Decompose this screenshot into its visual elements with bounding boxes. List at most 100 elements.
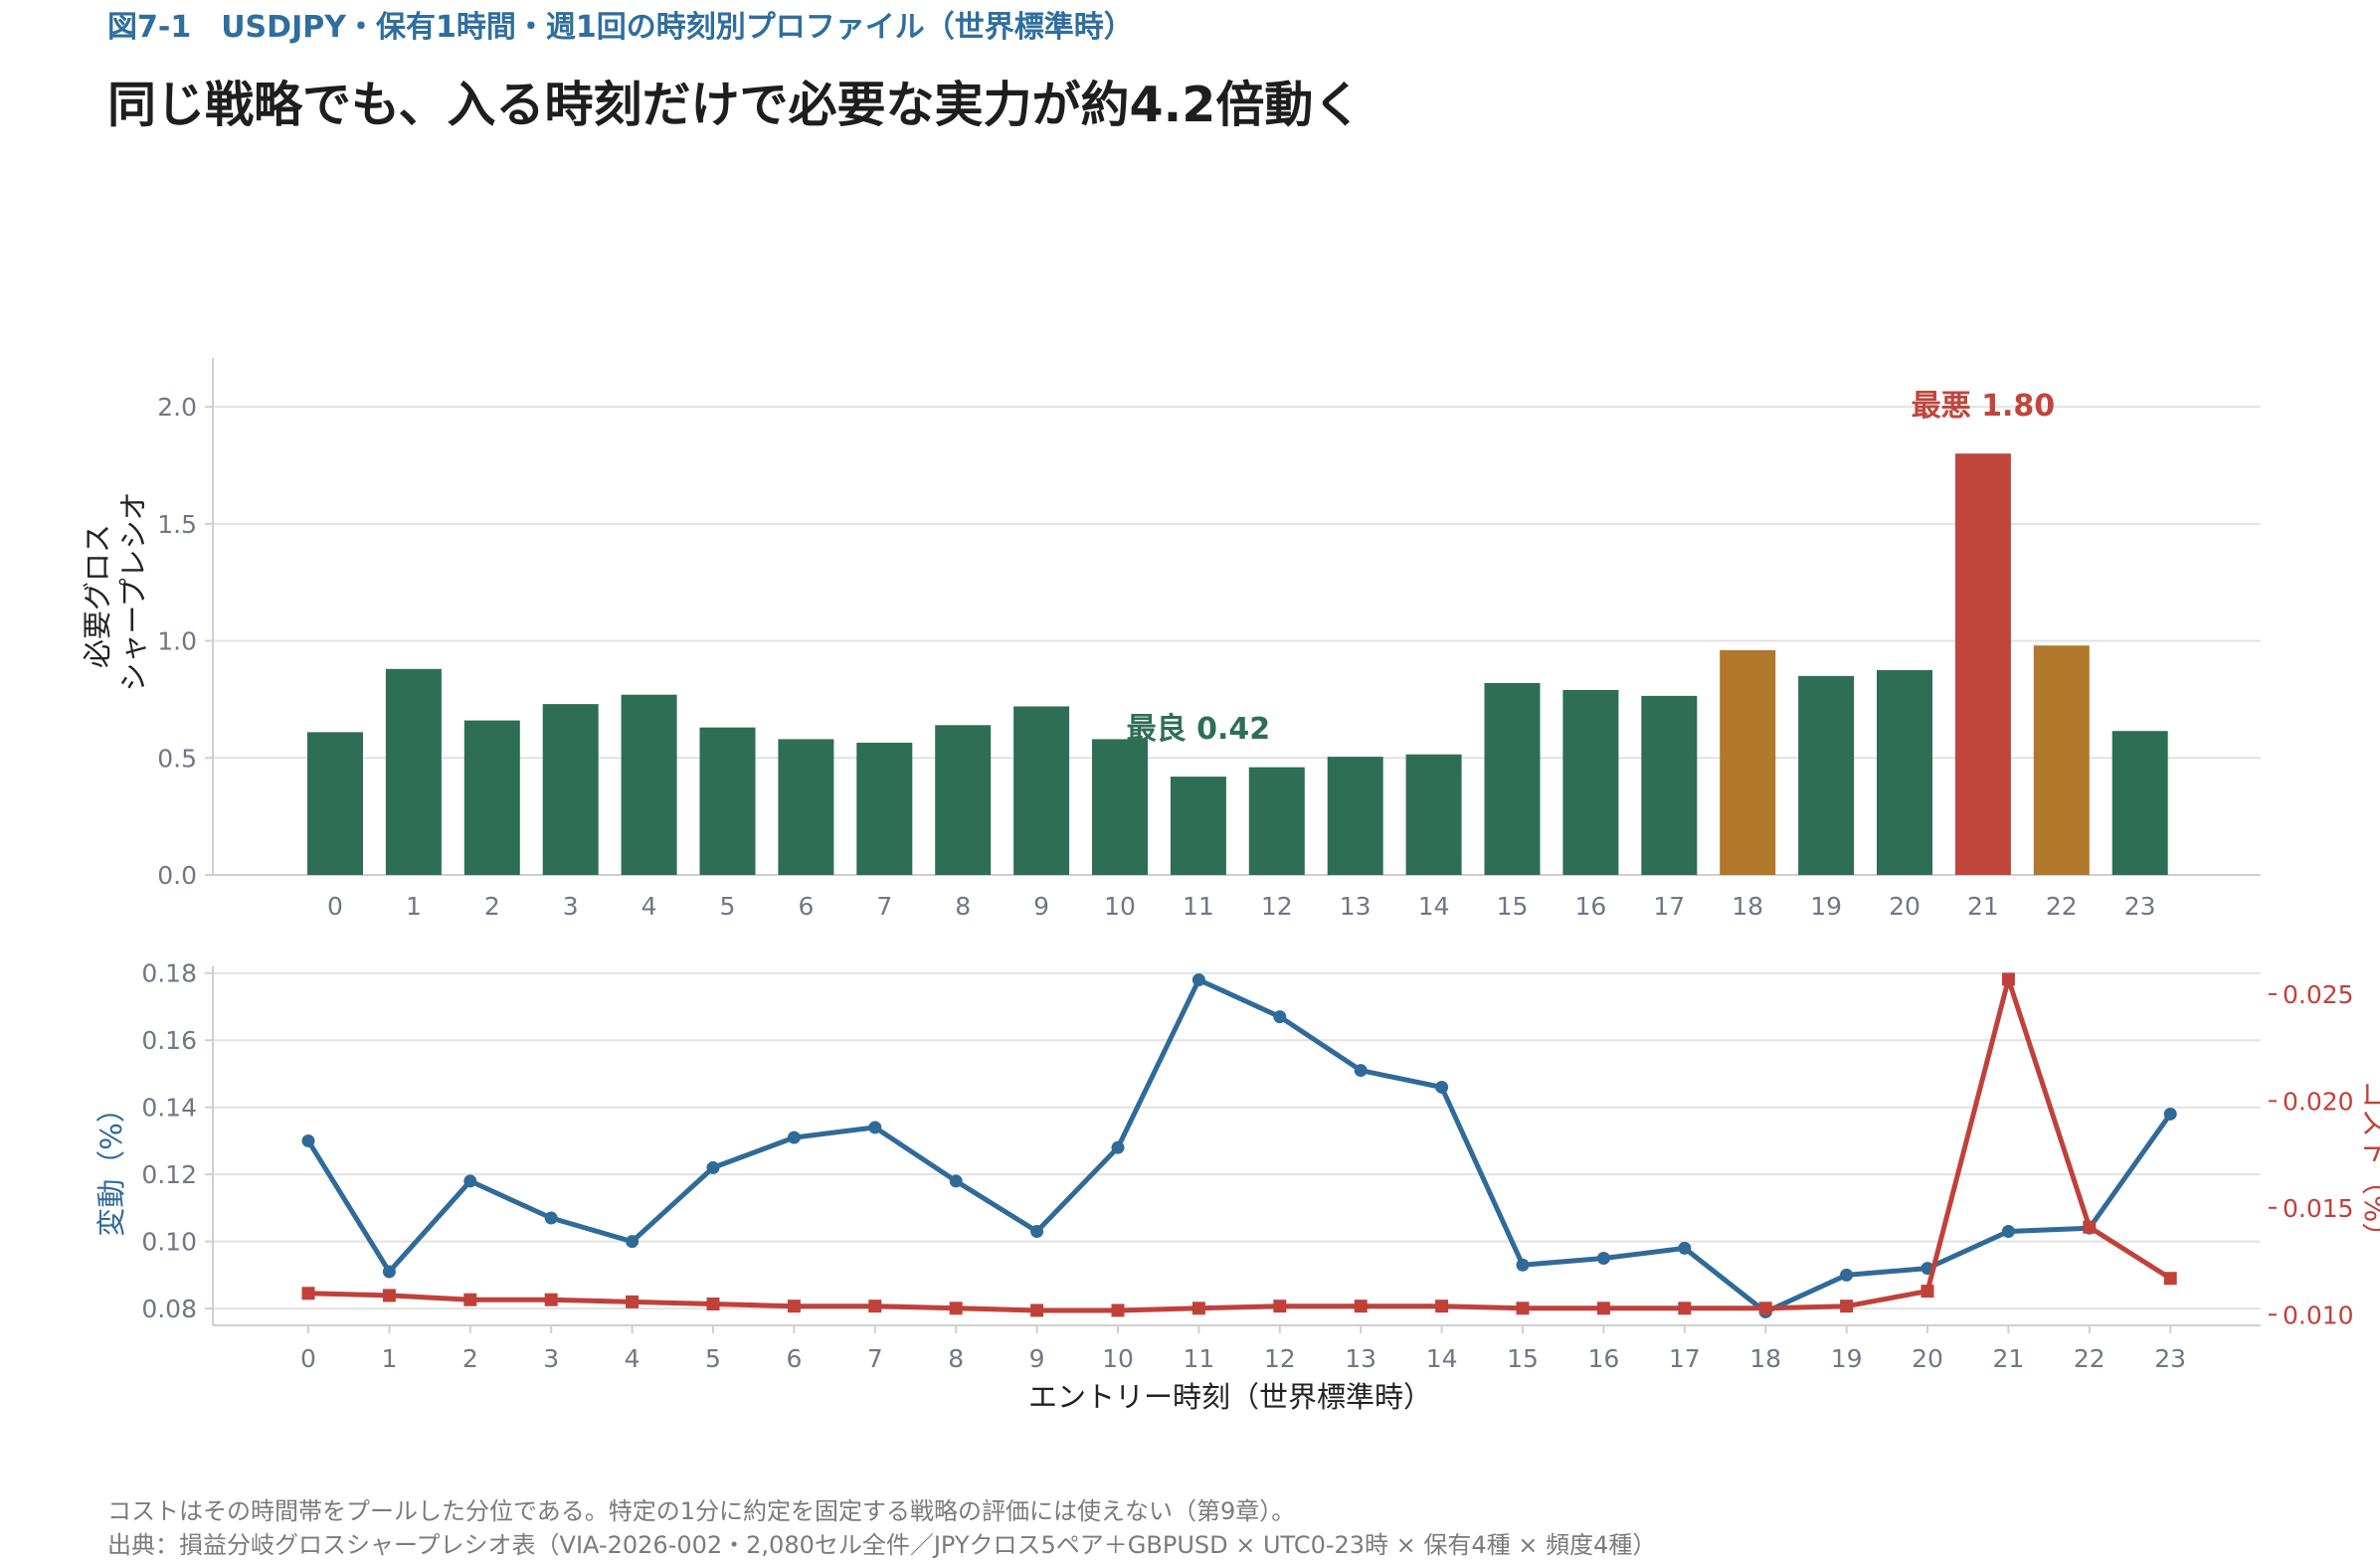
volatility-point [1030,1225,1044,1239]
cost-point [2083,1220,2097,1234]
bar-x-tick-label: 12 [1261,892,1293,921]
volatility-point [463,1174,477,1188]
bar-hour-23 [2111,731,2168,875]
line-x-tick-label: 18 [1749,1344,1781,1373]
line-x-tick-label: 17 [1669,1344,1701,1373]
volatility-point [1191,972,1205,986]
line-x-tick-label: 16 [1587,1344,1619,1373]
line-x-tick-label: 23 [2154,1344,2186,1373]
bar-x-tick-label: 19 [1810,892,1842,921]
bar-hour-1 [385,668,442,875]
bar-hour-5 [699,727,756,875]
volatility-series [301,972,2177,1319]
line-x-tick-label: 11 [1183,1344,1214,1373]
bar-hour-19 [1798,675,1855,875]
bar-hour-11 [1170,777,1226,875]
bar-x-tick-label: 20 [1889,892,1921,921]
bar-x-tick-label: 22 [2046,892,2078,921]
bar-chart-axes [212,358,2261,876]
bar-x-tick-label: 13 [1340,892,1372,921]
bar-hour-16 [1562,689,1619,875]
line-x-tick-label: 5 [705,1344,721,1373]
cost-point [868,1300,882,1313]
bar-x-tick-label: 1 [406,892,422,921]
bar-hour-20 [1877,669,1932,875]
bar-x-tick-label: 0 [327,892,343,921]
cost-point [626,1295,640,1308]
volatility-point [1435,1080,1449,1094]
line-left-tick-label: 0.14 [141,1094,197,1123]
line-chart-right-y-label: コスト（%） [2358,1080,2380,1252]
bar-x-tick-label: 23 [2124,892,2156,921]
cost-point [1030,1303,1044,1317]
line-chart-left-y-label: 変動（%） [94,1094,128,1237]
volatility-point [1840,1268,1854,1282]
bar-hour-15 [1484,682,1541,875]
line-chart-series [301,972,2177,1319]
volatility-point [1678,1241,1692,1255]
bar-x-tick-label: 15 [1497,892,1529,921]
line-chart-left-y-ticks: 0.08 0.10 0.12 0.14 0.16 0.18 [141,959,213,1323]
bar-annotation-label: 最良 0.42 [1127,712,1270,747]
bar-hour-21 [1954,453,2011,875]
line-left-tick-label: 0.12 [141,1160,197,1189]
bar-chart-y-label: 必要グロス シャープレシオ [81,491,150,691]
chart-headline: 同じ戦略でも、入る時刻だけで必要な実力が約4.2倍動く [107,77,1363,133]
line-chart-x-label: エントリー時刻（世界標準時） [1028,1380,1432,1414]
cost-point [301,1287,315,1301]
cost-point [1840,1300,1854,1313]
line-left-tick-label: 0.10 [141,1228,197,1257]
bar-hour-4 [621,694,677,875]
cost-point [382,1289,396,1302]
line-right-tick-label: 0.025 [2283,980,2354,1009]
volatility-point [706,1160,720,1174]
bar-x-tick-label: 21 [1967,892,1999,921]
bar-hour-22 [2033,645,2090,875]
bar-chart-y-label-line-1: 必要グロス [81,524,114,668]
line-x-tick-label: 20 [1912,1344,1943,1373]
volatility-point [2001,1225,2015,1239]
bar-hour-9 [1013,706,1070,875]
line-right-tick-label: 0.010 [2283,1301,2354,1329]
bar-x-tick-label: 2 [484,892,500,921]
line-x-tick-label: 10 [1102,1344,1134,1373]
series-line [307,976,2172,1313]
line-x-tick-label: 12 [1264,1344,1296,1373]
cost-point [1354,1300,1368,1313]
bar-hour-17 [1641,695,1698,875]
volatility-point [382,1265,396,1279]
cost-point [1435,1300,1449,1313]
line-chart-right-y-ticks: 0.010 0.015 0.020 0.025 [2269,980,2354,1329]
cost-point [1921,1285,1934,1299]
bar-x-tick-label: 10 [1104,892,1136,921]
line-x-tick-label: 13 [1345,1344,1376,1373]
line-x-tick-label: 22 [2074,1344,2105,1373]
bar-chart-gridlines [213,406,2261,876]
bar-chart-x-ticks: 0 1 2 3 4 5 6 7 8 9 10 11 12 13 14 15 16 17 18 19 20 21 22 23 [327,892,2156,921]
line-chart-x-ticks: 0 1 2 3 4 5 6 7 8 9 10 11 12 13 14 15 16 17 18 19 20 21 22 23 [300,1325,2186,1373]
bar-y-tick-label: 2.0 [157,393,197,422]
bar-x-tick-label: 17 [1653,892,1685,921]
bar-x-tick-label: 7 [876,892,892,921]
volatility-point [2163,1107,2177,1121]
volatility-point [626,1235,640,1249]
bar-chart-annotations: 最良 0.42 最悪 1.80 [1127,389,2055,747]
bar-x-tick-label: 9 [1033,892,1049,921]
bar-x-tick-label: 3 [563,892,579,921]
cost-series [301,972,2177,1317]
bar-x-tick-label: 11 [1183,892,1214,921]
cost-point [2163,1272,2177,1286]
bar-x-tick-label: 14 [1418,892,1450,921]
volatility-point [1273,1010,1287,1024]
line-right-tick-label: 0.020 [2283,1087,2354,1116]
line-x-tick-label: 4 [625,1344,641,1373]
cost-point [706,1298,720,1311]
bar-hour-0 [307,732,363,875]
bar-x-tick-label: 16 [1574,892,1606,921]
line-left-tick-label: 0.08 [141,1295,197,1323]
cost-point [463,1293,477,1306]
bar-hour-3 [542,704,599,875]
bar-hour-8 [935,725,992,875]
footnotes: コストはその時間帯をプールした分位である。特定の1分に約定を固定する戦略の評価に… [107,1494,1656,1562]
